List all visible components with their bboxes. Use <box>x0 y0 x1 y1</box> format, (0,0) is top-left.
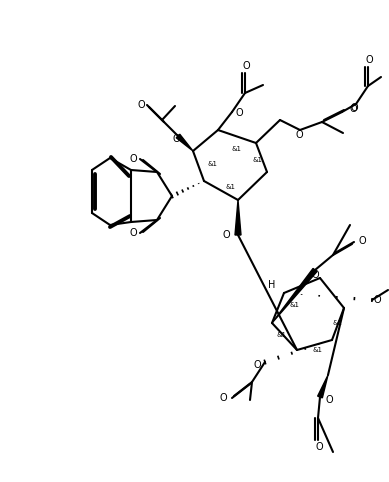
Polygon shape <box>235 200 241 235</box>
Text: &1: &1 <box>226 184 236 190</box>
Text: &1: &1 <box>232 146 242 152</box>
Text: &1: &1 <box>290 302 300 308</box>
Text: O: O <box>326 395 334 405</box>
Text: &1: &1 <box>253 157 263 163</box>
Text: O: O <box>374 295 382 305</box>
Text: O: O <box>350 103 358 113</box>
Text: O: O <box>359 236 366 246</box>
Text: O: O <box>219 393 227 403</box>
Text: O: O <box>311 270 319 280</box>
Text: O: O <box>129 154 137 164</box>
Text: O: O <box>129 228 137 238</box>
Text: O: O <box>137 100 145 110</box>
Polygon shape <box>176 134 193 151</box>
Text: &1: &1 <box>313 347 323 353</box>
Text: O: O <box>315 442 323 452</box>
Text: &1: &1 <box>333 320 343 326</box>
Text: O: O <box>172 134 180 144</box>
Text: &1: &1 <box>208 161 218 167</box>
Text: O: O <box>236 108 244 118</box>
Text: &1: &1 <box>277 332 287 338</box>
Text: O: O <box>223 230 230 240</box>
Polygon shape <box>318 375 328 398</box>
Text: H: H <box>268 280 276 290</box>
Text: O: O <box>253 360 261 370</box>
Text: O: O <box>350 104 357 114</box>
Text: O: O <box>242 61 250 71</box>
Text: O: O <box>295 130 303 140</box>
Text: O: O <box>365 55 373 65</box>
Polygon shape <box>272 268 317 323</box>
